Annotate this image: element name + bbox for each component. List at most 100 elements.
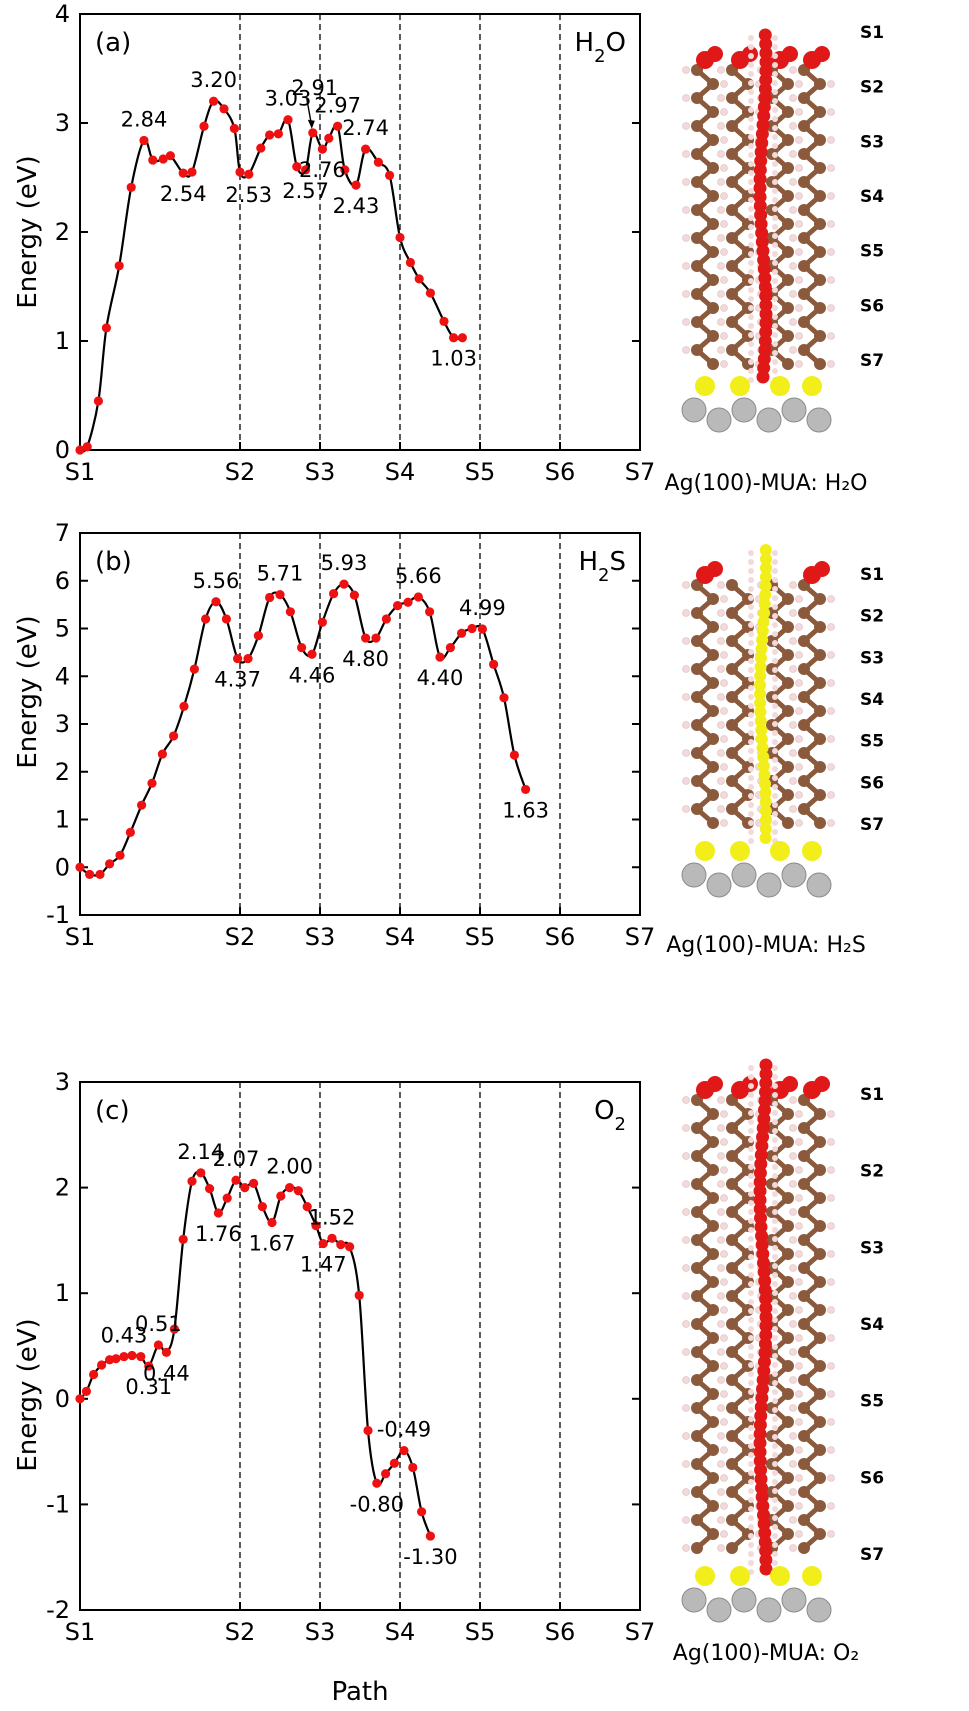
hydrogen-atom xyxy=(772,613,778,619)
site-label: S1 xyxy=(860,23,884,43)
carbon-atom xyxy=(726,775,738,787)
hydrogen-atom xyxy=(748,1155,754,1161)
hydrogen-atom xyxy=(748,1209,754,1215)
hydrogen-atom xyxy=(772,98,778,104)
data-point xyxy=(235,167,245,177)
hydrogen-atom xyxy=(772,1488,778,1494)
carbon-atom xyxy=(782,1192,794,1204)
data-point xyxy=(499,693,509,703)
hydrogen-atom xyxy=(789,1180,797,1188)
site-label: S5 xyxy=(860,242,884,262)
formula-part: 2 xyxy=(598,565,609,586)
hydrogen-atom xyxy=(772,1299,778,1305)
carbon-chain xyxy=(693,68,717,366)
carbon-atom xyxy=(798,803,810,815)
data-point xyxy=(425,288,435,298)
hydrogen-atom xyxy=(789,1124,797,1132)
carbon-atom xyxy=(707,1416,719,1428)
hydrogen-atom xyxy=(720,1334,728,1342)
carbon-atom xyxy=(798,176,810,188)
hydrogen-atom xyxy=(748,1470,754,1476)
hydrogen-atom xyxy=(772,1254,778,1260)
hydrogen-atom xyxy=(772,1335,778,1341)
site-label: S6 xyxy=(860,1468,884,1488)
hydrogen-atom xyxy=(789,1152,797,1160)
hydrogen-atom xyxy=(789,581,797,589)
hydrogen-atom xyxy=(748,1362,754,1368)
carbon-atom xyxy=(798,1150,810,1162)
molecule-atom xyxy=(753,1184,767,1198)
carbon-atom xyxy=(707,1164,719,1176)
hydrogen-atom xyxy=(772,170,778,176)
hydrogen-atom xyxy=(748,71,754,77)
data-label: 0.44 xyxy=(143,1361,190,1385)
data-point xyxy=(467,623,477,634)
data-point xyxy=(292,162,302,172)
hydrogen-atom xyxy=(682,178,690,186)
data-label: 5.56 xyxy=(193,569,240,593)
molecule-atom xyxy=(759,1067,773,1081)
hydrogen-atom xyxy=(748,1560,754,1566)
molecule-atom xyxy=(754,679,767,691)
carbon-atom xyxy=(691,1318,703,1330)
hydrogen-atom xyxy=(772,829,778,835)
hydrogen-atom xyxy=(748,305,754,311)
hydrogen-atom xyxy=(795,763,803,771)
hydrogen-atom xyxy=(748,233,754,239)
carbon-atom xyxy=(782,106,794,118)
data-point xyxy=(363,1425,373,1436)
carbon-atom xyxy=(691,1262,703,1274)
x-tick-label: S7 xyxy=(625,1618,656,1646)
carbon-atom xyxy=(726,579,738,591)
x-tick-label: S2 xyxy=(225,458,256,486)
silver-atom xyxy=(731,1587,757,1613)
hydrogen-atom xyxy=(717,1544,725,1552)
y-tick-label: -1 xyxy=(46,901,70,929)
carbon-atom xyxy=(726,663,738,675)
y-tick-label: 2 xyxy=(55,758,70,786)
hydrogen-atom xyxy=(748,278,754,284)
data-point xyxy=(351,180,361,190)
hydrogen-atom xyxy=(748,377,754,383)
hydrogen-atom xyxy=(827,1250,835,1258)
data-point xyxy=(381,614,391,624)
carbon-atom xyxy=(798,316,810,328)
hydrogen-atom xyxy=(682,290,690,298)
data-point xyxy=(399,1445,409,1456)
hydrogen-atom xyxy=(772,125,778,131)
hydrogen-atom xyxy=(682,1376,690,1384)
carbon-atom xyxy=(691,691,703,703)
molecule-atom xyxy=(753,1436,767,1450)
carbon-atom xyxy=(814,1276,826,1288)
data-point xyxy=(283,115,293,125)
hydrogen-atom xyxy=(748,341,754,347)
hydrogen-atom xyxy=(795,819,803,827)
formula-part: O xyxy=(594,1096,614,1126)
hydrogen-atom xyxy=(789,693,797,701)
hydrogen-atom xyxy=(772,224,778,230)
sulfur-atom xyxy=(770,841,790,861)
hydrogen-atom xyxy=(748,1119,754,1125)
hydrogen-atom xyxy=(748,1398,754,1404)
hydrogen-atom xyxy=(789,1096,797,1104)
hydrogen-atom xyxy=(789,1544,797,1552)
carbon-atom xyxy=(782,1108,794,1120)
hydrogen-atom xyxy=(795,108,803,116)
molecule-atom xyxy=(758,598,771,610)
data-point xyxy=(126,182,136,192)
hydrogen-atom xyxy=(748,143,754,149)
panel-label: (b) xyxy=(95,547,132,577)
carbon-atom xyxy=(798,1486,810,1498)
x-tick-label: S7 xyxy=(625,458,656,486)
hydrogen-atom xyxy=(827,304,835,312)
hydrogen-atom xyxy=(772,206,778,212)
carbon-atom xyxy=(691,1206,703,1218)
carbon-atom xyxy=(691,176,703,188)
data-label: 1.52 xyxy=(309,1205,356,1229)
oxygen-atom xyxy=(782,1076,798,1092)
hydrogen-atom xyxy=(827,679,835,687)
species-label: H2S xyxy=(578,547,626,586)
hydrogen-atom xyxy=(720,164,728,172)
